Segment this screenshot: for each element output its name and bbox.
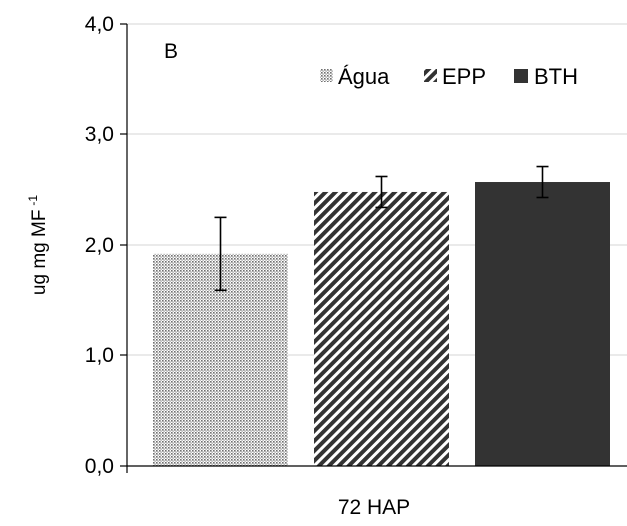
y-axis-title-main: ug mg MF xyxy=(29,210,50,296)
legend-swatch-epp xyxy=(424,69,437,82)
y-tick-label-3: 3,0 xyxy=(85,123,114,146)
y-tick-label-1: 1,0 xyxy=(85,344,114,367)
y-axis: 0,0 1,0 2,0 3,0 4,0 xyxy=(85,13,128,478)
legend-label-agua: Água xyxy=(338,64,390,89)
y-axis-title-superscript: -1 xyxy=(26,195,40,206)
legend-swatch-bth xyxy=(514,69,528,83)
y-tick-label-4: 4,0 xyxy=(85,13,114,36)
panel-label: B xyxy=(164,40,178,63)
error-bars-group xyxy=(214,165,549,292)
bar-epp xyxy=(314,191,449,466)
legend-swatch-agua xyxy=(320,69,333,82)
bar-bth xyxy=(475,182,610,466)
x-axis: 72 HAP xyxy=(126,465,627,519)
bars-group xyxy=(153,182,610,466)
y-tick-label-0: 0,0 xyxy=(85,455,114,478)
y-axis-title: ug mg MF -1 xyxy=(26,195,50,296)
legend-label-bth: BTH xyxy=(534,64,578,89)
legend: Água EPP BTH xyxy=(320,64,578,89)
x-axis-title: 72 HAP xyxy=(338,496,410,519)
legend-label-epp: EPP xyxy=(442,64,486,89)
y-tick-label-2: 2,0 xyxy=(85,234,114,257)
